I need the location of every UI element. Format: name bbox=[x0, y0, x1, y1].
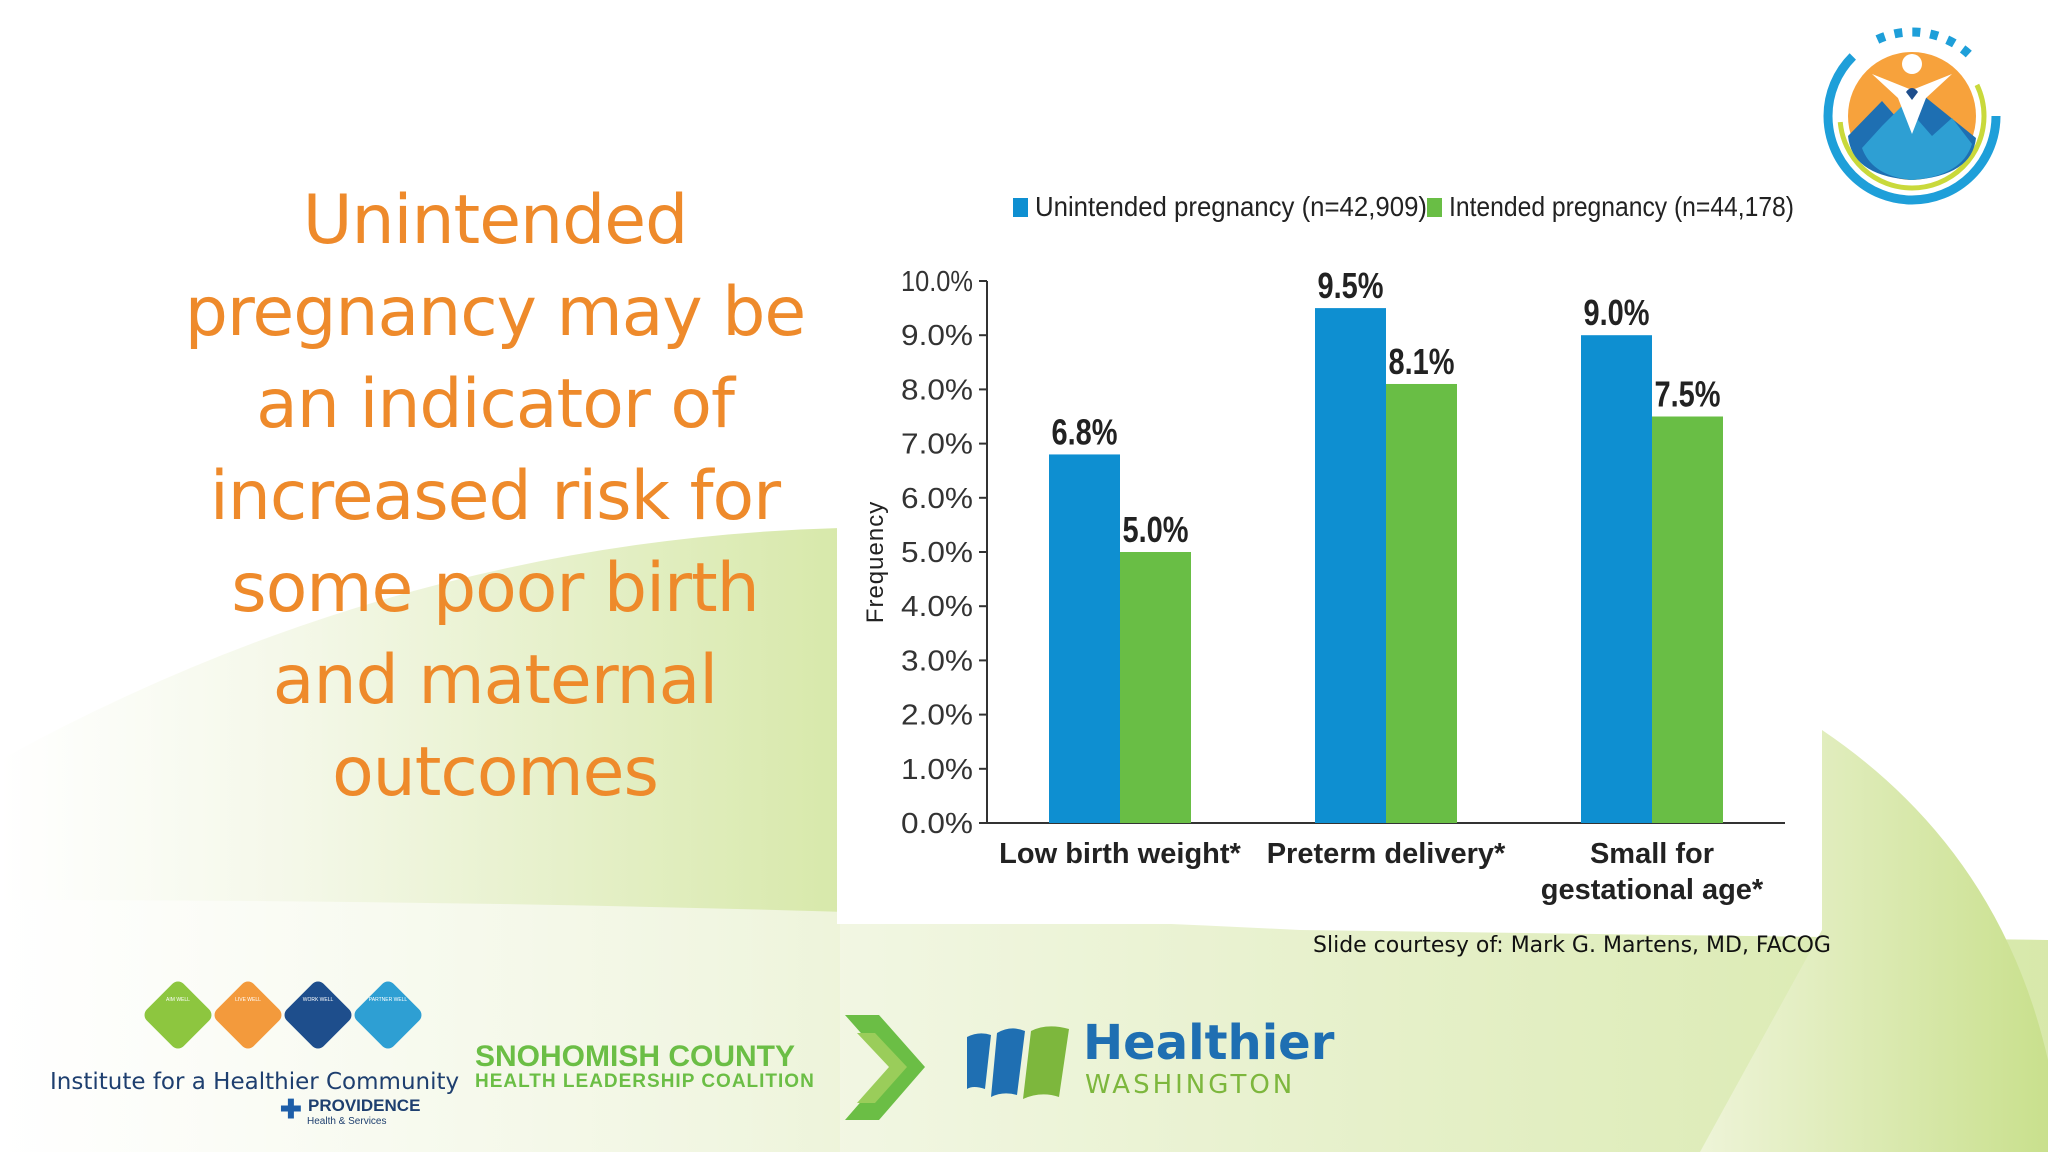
bar-intended bbox=[1652, 416, 1723, 823]
aim-well-badge bbox=[141, 978, 215, 1052]
partner-well-label: PARTNER WELL bbox=[368, 997, 408, 1003]
mountain-person-logo-icon bbox=[1823, 27, 2001, 205]
snohomish-logo: SNOHOMISH COUNTY HEALTH LEADERSHIP COALI… bbox=[475, 1015, 935, 1125]
bars: 6.8% 5.0% 9.5%8.1% 9.0%7.5% bbox=[1049, 265, 1723, 824]
bar-unintended bbox=[1315, 308, 1386, 824]
y-tick-label: 4.0% bbox=[901, 591, 973, 623]
ihc-name: Institute for a Healthier Community bbox=[50, 1069, 460, 1095]
ihc-logo: AIM WELL LIVE WELL WORK WELL PARTNER WEL… bbox=[40, 978, 459, 1133]
bar-value-label: 8.1% bbox=[1389, 341, 1455, 382]
cross-icon: ✚ bbox=[280, 1094, 302, 1124]
snohomish-line2: HEALTH LEADERSHIP COALITION bbox=[475, 1071, 815, 1092]
healthier-washington-logo: Healthier WASHINGTON bbox=[965, 1015, 1334, 1125]
legend-swatch-unintended bbox=[1013, 198, 1028, 217]
washington-text: WASHINGTON bbox=[1085, 1070, 1296, 1100]
y-tick-label: 5.0% bbox=[901, 537, 973, 569]
healthier-text: Healthier bbox=[1083, 1015, 1335, 1071]
y-tick-label: 7.0% bbox=[901, 429, 973, 461]
x-category-label: Preterm delivery* bbox=[1267, 838, 1506, 870]
live-well-label: LIVE WELL bbox=[235, 997, 261, 1003]
legend: Unintended pregnancy (n=42,909) Intended… bbox=[1013, 191, 1794, 222]
slide-title: Unintended pregnancy may be an indicator… bbox=[184, 181, 807, 812]
bar-chart: Unintended pregnancy (n=42,909) Intended… bbox=[862, 191, 1794, 906]
y-tick-label: 9.0% bbox=[901, 320, 973, 352]
chevron-right-icon bbox=[845, 1015, 925, 1120]
work-well-badge bbox=[281, 978, 355, 1052]
bar-intended bbox=[1386, 383, 1457, 823]
x-category-label: Low birth weight* bbox=[999, 838, 1241, 870]
bar-value-label: 6.8% bbox=[1052, 411, 1118, 452]
legend-swatch-intended bbox=[1427, 198, 1442, 217]
live-well-badge bbox=[211, 978, 285, 1052]
bar-intended bbox=[1120, 552, 1191, 823]
y-tick-label: 10.0% bbox=[901, 266, 973, 298]
flag-stripes-icon bbox=[967, 1026, 1069, 1099]
aim-well-label: AIM WELL bbox=[166, 997, 190, 1003]
x-category-label: gestational age* bbox=[1541, 874, 1764, 906]
y-tick-label: 1.0% bbox=[901, 754, 973, 786]
providence-name: PROVIDENCE bbox=[308, 1096, 421, 1115]
y-axis-label: Frequency bbox=[862, 501, 889, 623]
bar-value-label: 5.0% bbox=[1123, 509, 1189, 550]
y-tick-label: 6.0% bbox=[901, 483, 973, 515]
bar-unintended bbox=[1581, 335, 1652, 823]
y-tick-label: 8.0% bbox=[901, 374, 973, 406]
legend-label-unintended: Unintended pregnancy (n=42,909) bbox=[1035, 191, 1427, 222]
x-category-label: Small for bbox=[1590, 838, 1714, 870]
snohomish-line1: SNOHOMISH COUNTY bbox=[475, 1040, 796, 1073]
x-categories: Low birth weight* Preterm delivery* Small … bbox=[999, 838, 1764, 906]
chart-panel: Unintended pregnancy (n=42,909) Intended… bbox=[837, 162, 1822, 924]
bar-value-label: 9.0% bbox=[1584, 292, 1650, 333]
work-well-label: WORK WELL bbox=[302, 997, 334, 1003]
y-tick-label: 3.0% bbox=[901, 645, 973, 677]
bar-unintended bbox=[1049, 454, 1120, 823]
slide-credit: Slide courtesy of: Mark G. Martens, MD, … bbox=[1313, 933, 1831, 958]
bar-value-label: 9.5% bbox=[1318, 265, 1384, 306]
bar-value-label: 7.5% bbox=[1655, 374, 1721, 415]
y-ticks: 0.0% 1.0% 2.0% 3.0% 4.0% 5.0% 6.0% 7.0% 8.0% 9.0%… bbox=[901, 266, 987, 840]
y-tick-label: 0.0% bbox=[901, 808, 973, 840]
partner-well-badge bbox=[351, 978, 425, 1052]
providence-sub: Health & Services bbox=[307, 1116, 387, 1127]
legend-label-intended: Intended pregnancy (n=44,178) bbox=[1449, 191, 1794, 222]
y-tick-label: 2.0% bbox=[901, 700, 973, 732]
